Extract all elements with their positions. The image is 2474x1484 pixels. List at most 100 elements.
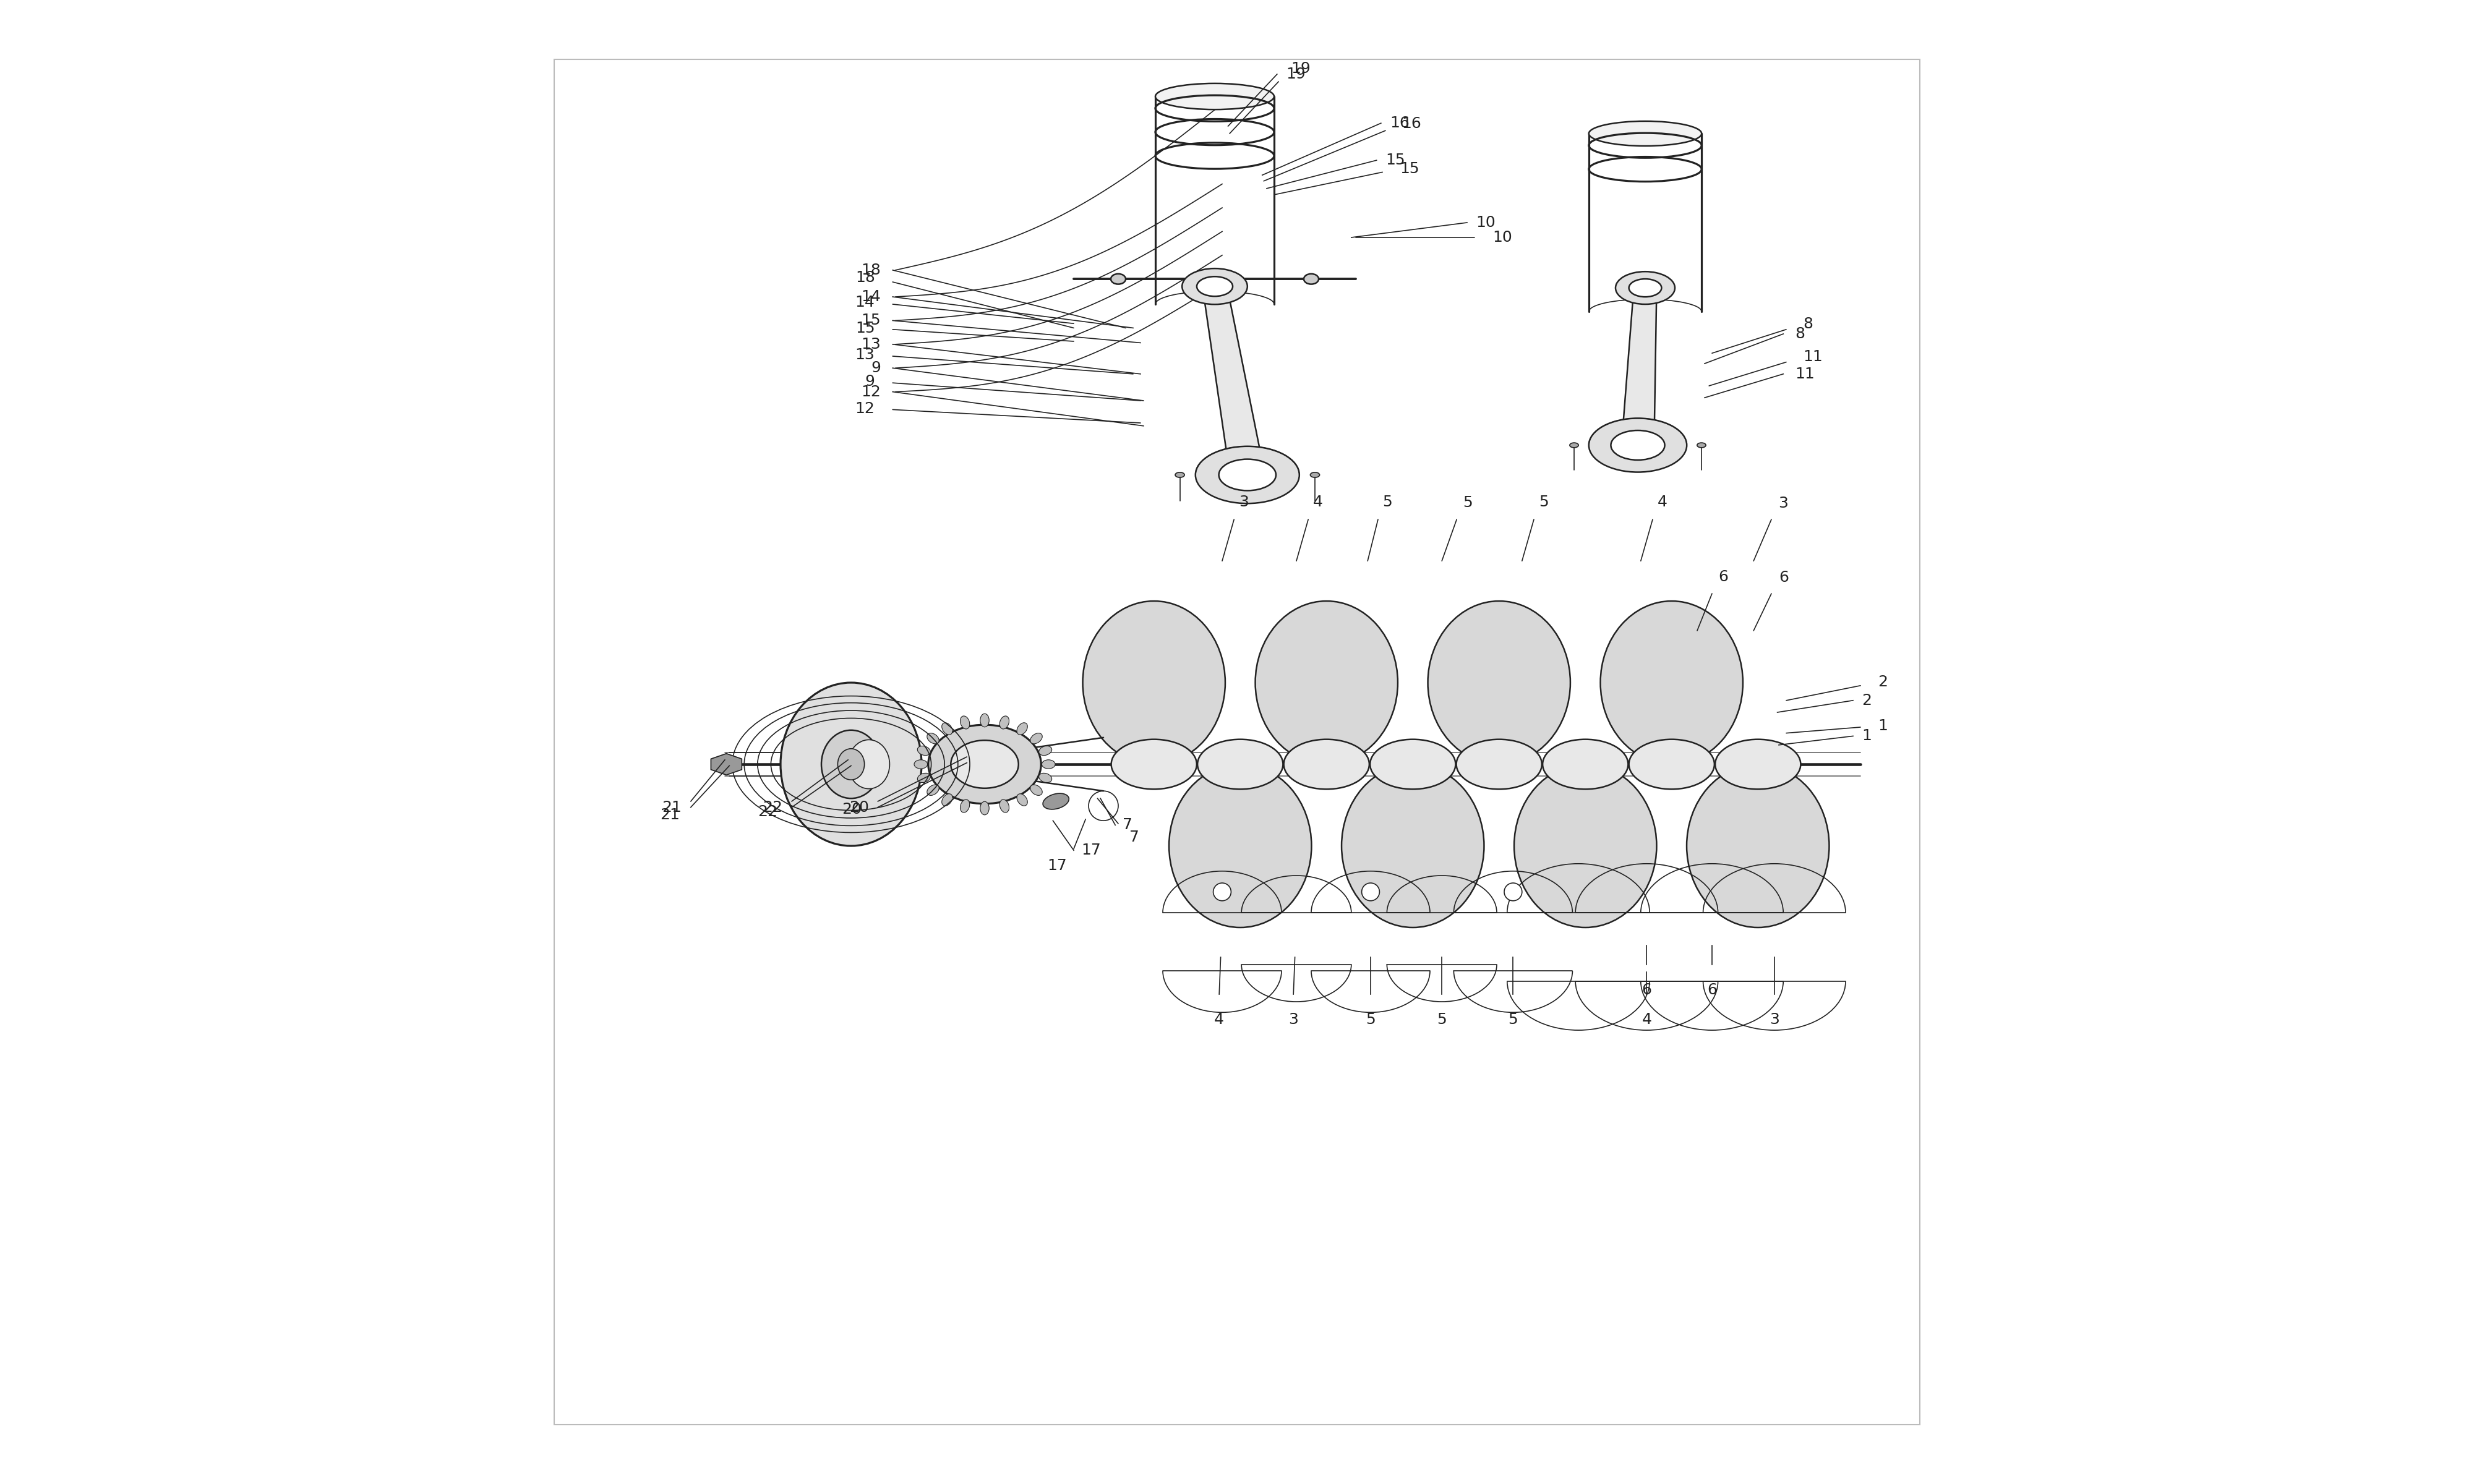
Ellipse shape [943, 794, 952, 806]
Text: 8: 8 [1804, 316, 1813, 331]
Text: 15: 15 [1400, 162, 1420, 177]
Text: 3: 3 [1289, 1012, 1299, 1027]
Ellipse shape [1588, 418, 1687, 472]
Ellipse shape [1544, 739, 1628, 789]
Ellipse shape [1371, 739, 1455, 789]
Ellipse shape [1155, 83, 1274, 110]
Ellipse shape [849, 741, 891, 788]
Polygon shape [1620, 288, 1658, 445]
Text: 8: 8 [1796, 326, 1806, 341]
Ellipse shape [1017, 723, 1027, 735]
Text: 5: 5 [1437, 1012, 1447, 1027]
Text: 6: 6 [1707, 982, 1717, 997]
Text: 2: 2 [1878, 675, 1888, 690]
Text: 5: 5 [1462, 496, 1472, 510]
Text: 22: 22 [757, 804, 777, 819]
Ellipse shape [1084, 601, 1225, 764]
Ellipse shape [1687, 764, 1828, 927]
Ellipse shape [1601, 601, 1742, 764]
Ellipse shape [928, 724, 1042, 804]
Ellipse shape [1427, 601, 1571, 764]
Ellipse shape [980, 714, 990, 727]
Circle shape [1212, 883, 1232, 901]
Ellipse shape [839, 748, 863, 781]
Ellipse shape [999, 800, 1009, 813]
Text: 22: 22 [762, 800, 782, 815]
Ellipse shape [1111, 739, 1197, 789]
Text: 3: 3 [1779, 496, 1789, 510]
Ellipse shape [1039, 773, 1051, 782]
Text: 20: 20 [849, 800, 868, 815]
Text: 7: 7 [1123, 818, 1133, 833]
Text: 16: 16 [1403, 116, 1423, 131]
Text: 5: 5 [1366, 1012, 1376, 1027]
Text: 10: 10 [1477, 215, 1497, 230]
Circle shape [1655, 280, 1665, 289]
Text: 13: 13 [861, 337, 881, 352]
Ellipse shape [1304, 273, 1319, 283]
Circle shape [1195, 275, 1205, 283]
Ellipse shape [1569, 442, 1578, 448]
Text: 15: 15 [856, 321, 876, 335]
Text: 18: 18 [856, 270, 876, 285]
Text: 17: 17 [1047, 858, 1066, 873]
Text: 4: 4 [1658, 494, 1667, 509]
Text: 18: 18 [861, 263, 881, 278]
Text: 4: 4 [1215, 1012, 1225, 1027]
Polygon shape [710, 754, 742, 775]
Text: 16: 16 [1390, 116, 1410, 131]
Ellipse shape [821, 730, 881, 798]
Ellipse shape [1111, 273, 1126, 283]
Text: 7: 7 [1131, 830, 1141, 844]
Text: 19: 19 [1291, 61, 1311, 76]
Text: 21: 21 [661, 807, 680, 822]
Ellipse shape [1697, 442, 1707, 448]
Ellipse shape [1611, 430, 1665, 460]
Ellipse shape [999, 715, 1009, 729]
Ellipse shape [1616, 272, 1675, 304]
Text: 14: 14 [861, 289, 881, 304]
Text: 4: 4 [1314, 494, 1324, 509]
Ellipse shape [1029, 785, 1042, 795]
Ellipse shape [1039, 746, 1051, 755]
Text: 12: 12 [861, 384, 881, 399]
Text: 11: 11 [1804, 349, 1823, 364]
Text: 5: 5 [1509, 1012, 1519, 1027]
Ellipse shape [950, 741, 1019, 788]
Text: 4: 4 [1643, 1012, 1653, 1027]
Text: 10: 10 [1492, 230, 1512, 245]
Ellipse shape [960, 715, 970, 729]
Text: 3: 3 [1769, 1012, 1779, 1027]
Text: 15: 15 [1385, 153, 1405, 168]
Ellipse shape [1019, 748, 1039, 781]
Ellipse shape [1197, 276, 1232, 297]
Text: 19: 19 [1286, 67, 1306, 82]
Text: 17: 17 [1081, 843, 1101, 858]
Ellipse shape [1311, 472, 1319, 478]
Ellipse shape [960, 800, 970, 813]
Text: 6: 6 [1779, 570, 1789, 585]
Ellipse shape [928, 785, 940, 795]
Ellipse shape [915, 760, 928, 769]
Text: 20: 20 [841, 801, 861, 816]
Circle shape [1625, 280, 1635, 289]
Text: 9: 9 [871, 361, 881, 375]
Circle shape [1225, 275, 1235, 283]
Text: 11: 11 [1796, 367, 1816, 381]
Text: 5: 5 [1539, 494, 1549, 509]
Polygon shape [1202, 286, 1264, 475]
Ellipse shape [782, 683, 920, 846]
Circle shape [1504, 883, 1522, 901]
Ellipse shape [1341, 764, 1484, 927]
Ellipse shape [1017, 794, 1027, 806]
Ellipse shape [1220, 459, 1277, 491]
Text: 2: 2 [1863, 693, 1873, 708]
Ellipse shape [1628, 739, 1714, 789]
Ellipse shape [1044, 794, 1069, 809]
Ellipse shape [1254, 601, 1398, 764]
Ellipse shape [1284, 739, 1368, 789]
Text: 5: 5 [1383, 494, 1393, 509]
Ellipse shape [1183, 269, 1247, 304]
Ellipse shape [1042, 760, 1054, 769]
Ellipse shape [980, 801, 990, 815]
